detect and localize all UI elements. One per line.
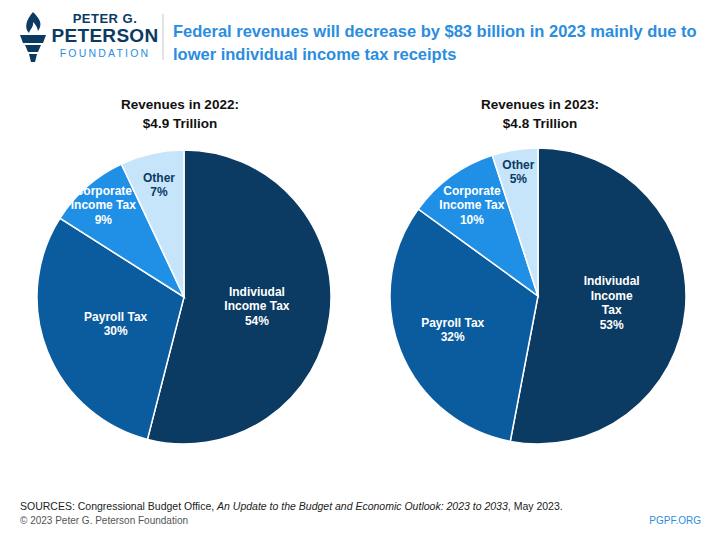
logo-flame bbox=[26, 12, 40, 33]
value-label: 9% bbox=[95, 213, 113, 227]
sources-part: SOURCES: Congressional Budget Office, bbox=[20, 500, 217, 512]
logo-text: PETERSON bbox=[52, 25, 159, 46]
sources-part: An Update to the Budget and Economic Out… bbox=[216, 500, 508, 512]
value-label: 30% bbox=[104, 324, 128, 338]
pie-subtitle: $4.9 Trillion bbox=[143, 116, 217, 131]
chart-root: PETER G.PETERSONFOUNDATION Federal revenu… bbox=[0, 0, 720, 540]
pie-slices bbox=[390, 148, 686, 444]
category-label-line: Other bbox=[502, 157, 534, 171]
category-label: CorporateIncome Tax bbox=[71, 184, 136, 213]
value-label: 5% bbox=[510, 172, 528, 186]
sources-part: , May 2023. bbox=[508, 500, 563, 512]
pie-plot: IndiviudalIncomeTax53% Payroll Tax32% Corp… bbox=[390, 148, 686, 444]
category-label-line: Payroll Tax bbox=[84, 310, 147, 324]
value-label: 7% bbox=[150, 185, 168, 199]
category-label-line: Indiviudal bbox=[229, 285, 285, 299]
value-label: 32% bbox=[441, 330, 465, 344]
value-label: 10% bbox=[460, 213, 484, 227]
logo-handle bbox=[25, 45, 41, 52]
category-label-line: Income bbox=[591, 289, 633, 303]
logo-divider bbox=[163, 14, 164, 60]
category-label: CorporateIncome Tax bbox=[439, 184, 504, 213]
chart-title: Federal revenues will decrease by $83 bi… bbox=[173, 22, 697, 63]
category-label: Other bbox=[502, 157, 534, 171]
category-label-line: Income Tax bbox=[71, 198, 136, 212]
chart-svg: PETER G.PETERSONFOUNDATION Federal revenu… bbox=[0, 0, 720, 540]
pie-labels: IndiviudalIncomeTax53% Payroll Tax32% Corp… bbox=[421, 157, 640, 344]
value-label: 54% bbox=[245, 314, 269, 328]
pie-plot: IndiviudalIncome Tax54%Payroll Tax30%Cor… bbox=[37, 150, 331, 444]
title-line: lower individual income tax receipts bbox=[173, 45, 456, 63]
category-label-line: Tax bbox=[602, 303, 622, 317]
copyright: © 2023 Peter G. Peterson Foundation bbox=[20, 515, 188, 526]
logo-text: PETER G. bbox=[73, 11, 138, 26]
pie-slices bbox=[37, 150, 331, 444]
title-line: Federal revenues will decrease by $83 bi… bbox=[173, 22, 697, 40]
logo-text: FOUNDATION bbox=[60, 47, 151, 59]
pie-labels: IndiviudalIncome Tax54%Payroll Tax30%Cor… bbox=[71, 171, 290, 338]
pie-title: Revenues in 2023: bbox=[481, 97, 599, 112]
pie-subtitle: $4.8 Trillion bbox=[503, 116, 577, 131]
website: PGPF.ORG bbox=[649, 515, 701, 526]
category-label-line: Indiviudal bbox=[584, 274, 640, 288]
pie-title: Revenues in 2022: bbox=[121, 97, 239, 112]
category-label-line: Other bbox=[143, 171, 175, 185]
value-label: 53% bbox=[600, 318, 624, 332]
category-label: Payroll Tax bbox=[421, 316, 484, 330]
category-label-line: Payroll Tax bbox=[421, 316, 484, 330]
category-label: IndiviudalIncomeTax bbox=[584, 274, 640, 317]
category-label-line: Income Tax bbox=[224, 299, 289, 313]
logo-cup bbox=[20, 35, 46, 43]
pie-slice bbox=[492, 148, 538, 296]
category-label: Other bbox=[143, 171, 175, 185]
category-label: Payroll Tax bbox=[84, 310, 147, 324]
category-label-line: Corporate bbox=[75, 184, 133, 198]
logo-base bbox=[29, 54, 37, 62]
category-label-line: Income Tax bbox=[439, 198, 504, 212]
pie-slice bbox=[121, 150, 184, 297]
category-label: IndiviudalIncome Tax bbox=[224, 285, 289, 314]
background bbox=[0, 0, 720, 540]
logo bbox=[20, 12, 46, 62]
sources: SOURCES: Congressional Budget Office, An… bbox=[20, 500, 563, 512]
category-label-line: Corporate bbox=[443, 184, 501, 198]
